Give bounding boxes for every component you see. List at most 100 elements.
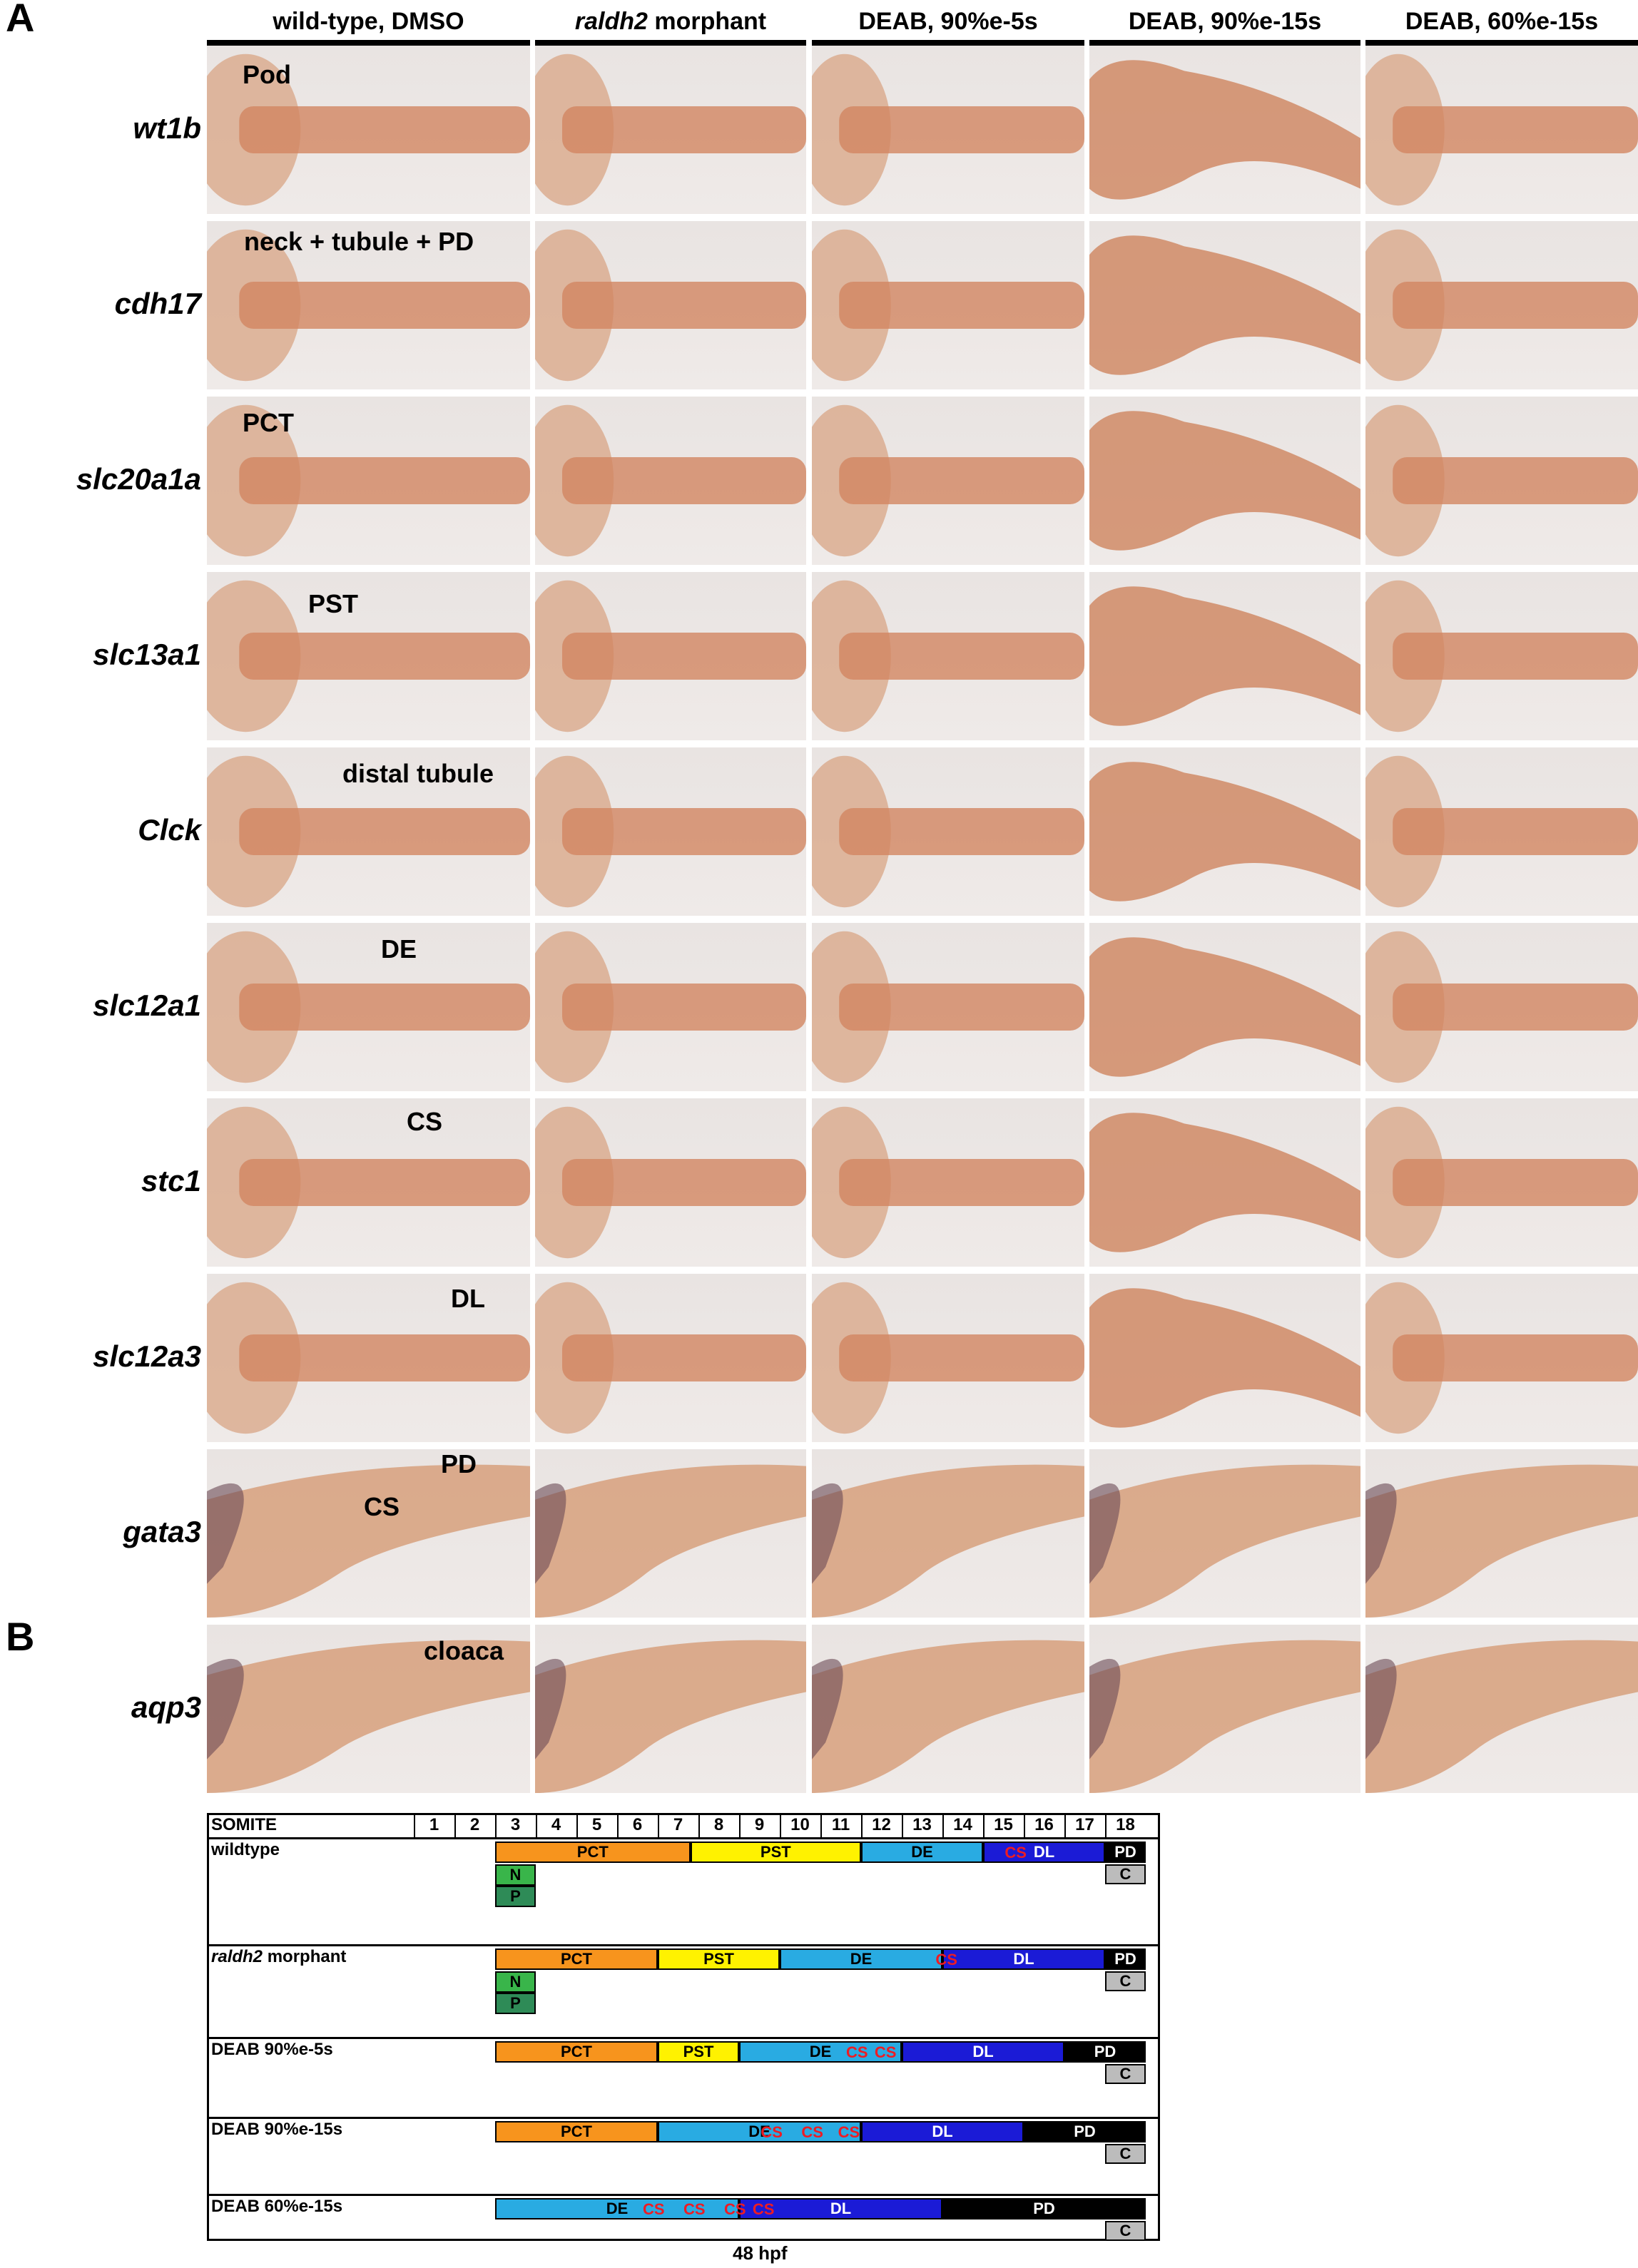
segment-cs: CS: [643, 2200, 665, 2218]
embryo-image: [1089, 1098, 1360, 1267]
embryo-image: [207, 1098, 530, 1267]
column-header-text: morphant: [647, 8, 767, 35]
segment-pct: PCT: [495, 1948, 658, 1970]
condition-name: DEAB 90%e-15s: [211, 2120, 342, 2140]
gene-label-cdh17: cdh17: [114, 287, 201, 320]
segment-cs: CS: [752, 2200, 775, 2218]
embryo-image: [1089, 923, 1360, 1091]
embryo-image: [207, 46, 530, 214]
segment-pd: PD: [1105, 1842, 1146, 1863]
embryo-image: [812, 46, 1084, 214]
embryo-image: [812, 1625, 1084, 1793]
segment-pct: PCT: [495, 2121, 658, 2142]
segment-cs: CS: [724, 2200, 746, 2218]
embryo-image: [1365, 923, 1638, 1091]
embryo-image: [1365, 1274, 1638, 1442]
somite-grid: [414, 1813, 1146, 1837]
annotation-dl: DL: [451, 1284, 485, 1313]
condition-name: wildtype: [211, 1840, 280, 1860]
annotation-pd: PD: [441, 1449, 477, 1478]
gene-label-stc1: stc1: [141, 1164, 201, 1197]
column-header-text: DEAB, 90%e-15s: [1128, 8, 1322, 35]
segment-c: C: [1105, 1864, 1146, 1884]
embryo-image: [1365, 46, 1638, 214]
embryo-image: [812, 923, 1084, 1091]
segment-cs: CS: [874, 2043, 897, 2061]
table-row: [207, 1944, 1160, 1946]
embryo-image: [535, 397, 806, 565]
segment-cs: CS: [683, 2200, 706, 2218]
embryo-image: [1089, 1449, 1360, 1618]
table-row: [207, 1837, 1160, 1839]
annotation-pst: PST: [308, 589, 359, 618]
embryo-image: [1365, 397, 1638, 565]
gene-label-slc12a1: slc12a1: [93, 989, 201, 1022]
annotation-pct: PCT: [243, 408, 294, 437]
annotation-neck: neck + tubule + PD: [244, 227, 474, 256]
segment-pct: PCT: [495, 1842, 691, 1863]
embryo-image: [535, 46, 806, 214]
annotation-de: DE: [381, 934, 417, 964]
condition-name: DEAB 90%e-5s: [211, 2040, 333, 2060]
embryo-image: [535, 1274, 806, 1442]
embryo-image: [1365, 1098, 1638, 1267]
annotation-cloaca: cloaca: [424, 1636, 504, 1665]
column-header-italic: raldh2: [574, 8, 648, 35]
embryo-image: [812, 747, 1084, 916]
embryo-image: [1089, 221, 1360, 389]
segment-cs: CS: [838, 2123, 860, 2141]
embryo-image: [535, 1625, 806, 1793]
embryo-image: [535, 221, 806, 389]
column-header-3: DEAB, 90%e-5s: [812, 4, 1084, 46]
segment-dl: DL: [902, 2041, 1064, 2063]
segment-n: N: [495, 1971, 536, 1993]
embryo-image: [207, 923, 530, 1091]
embryo-image: [1089, 397, 1360, 565]
embryo-image: [535, 1449, 806, 1618]
segment-cs: CS: [760, 2123, 783, 2141]
segment-pd: PD: [1105, 1948, 1146, 1970]
embryo-image: [535, 1098, 806, 1267]
embryo-image: [812, 1274, 1084, 1442]
segment-cs: CS: [1004, 1844, 1027, 1861]
segment-pst: PST: [658, 2041, 739, 2063]
gene-label-slc12a3: slc12a3: [93, 1339, 201, 1373]
segment-de: DE: [495, 2198, 739, 2220]
table-footer: 48 hpf: [733, 2242, 788, 2264]
column-header-text: DEAB, 90%e-5s: [858, 8, 1038, 35]
annotation-cs2: CS: [364, 1492, 400, 1521]
segment-de: DE: [658, 2121, 861, 2142]
segment-c: C: [1105, 2221, 1146, 2241]
embryo-image: [207, 397, 530, 565]
embryo-image: [535, 572, 806, 740]
embryo-image: [207, 1625, 530, 1793]
embryo-image: [207, 1274, 530, 1442]
segment-n: N: [495, 1864, 536, 1886]
embryo-image: [812, 1098, 1084, 1267]
segment-de: DE: [739, 2041, 902, 2063]
segment-cs: CS: [801, 2123, 823, 2141]
gene-label-clck: Clck: [138, 813, 201, 847]
embryo-image: [1089, 1625, 1360, 1793]
condition-name: DEAB 60%e-15s: [211, 2197, 342, 2217]
segment-dl: DL: [983, 1842, 1105, 1863]
embryo-image: [207, 1449, 530, 1618]
embryo-image: [1365, 572, 1638, 740]
column-header-5: DEAB, 60%e-15s: [1365, 4, 1638, 46]
segment-pct: PCT: [495, 2041, 658, 2063]
segment-p: P: [495, 1886, 536, 1907]
segment-cs: CS: [846, 2043, 868, 2061]
annotation-distal: distal tubule: [342, 759, 494, 788]
segment-p: P: [495, 1993, 536, 2014]
embryo-image: [812, 221, 1084, 389]
table-row: [207, 2037, 1160, 2039]
embryo-image: [1089, 572, 1360, 740]
table-row: [207, 2117, 1160, 2119]
condition-name-text: DEAB 90%e-15s: [211, 2120, 343, 2139]
embryo-image: [207, 221, 530, 389]
segment-c: C: [1105, 2064, 1146, 2084]
table-frame: [207, 1813, 1160, 2241]
gene-label-aqp3: aqp3: [131, 1690, 201, 1724]
segment-cs: CS: [935, 1951, 957, 1968]
segment-pst: PST: [658, 1948, 780, 1970]
